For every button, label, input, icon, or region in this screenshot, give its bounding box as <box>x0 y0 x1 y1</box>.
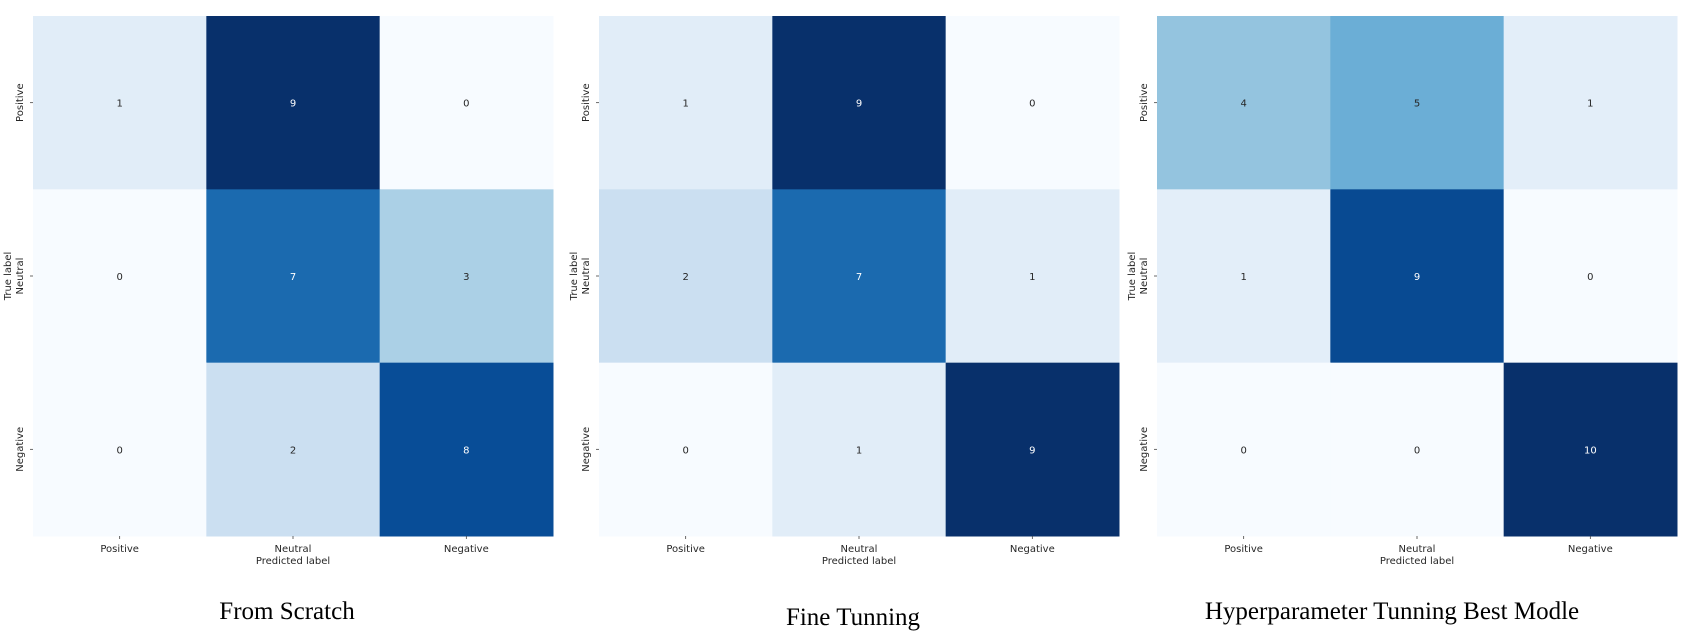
y-tick-label: Neutral <box>581 258 592 295</box>
caption-hyperparameter-tunning: Hyperparameter Tunning Best Modle <box>1204 598 1580 625</box>
y-tick-label: Positive <box>581 83 592 122</box>
heatmap-cell <box>1330 16 1505 190</box>
heatmap-cell <box>206 362 381 537</box>
cell-value-label: 7 <box>290 272 296 283</box>
cell-value-label: 1 <box>856 445 862 456</box>
x-axis-label: Predicted label <box>256 556 330 567</box>
x-axis-label: Predicted label <box>1380 556 1454 567</box>
heatmap-cell <box>33 189 207 364</box>
heatmap-cell <box>379 16 554 190</box>
heatmap-0: 1 9 0 0 7 3 0 2 8 Positive Neutral Negative Predicte… <box>3 16 554 567</box>
heatmap-cell <box>1503 16 1678 190</box>
heatmap-cell <box>1157 16 1331 190</box>
cell-value-label: 7 <box>856 272 862 283</box>
heatmap-cell <box>599 362 773 537</box>
cell-value-label: 1 <box>116 99 122 110</box>
heatmap-cell <box>1330 362 1505 537</box>
cell-value-label: 9 <box>1029 445 1035 456</box>
y-axis-label: True label <box>569 252 580 302</box>
y-tick-label: Neutral <box>15 258 26 295</box>
cell-value-label: 4 <box>1240 99 1246 110</box>
heatmap-cell <box>379 189 554 364</box>
cell-value-label: 0 <box>1240 445 1246 456</box>
heatmap-cell <box>945 16 1120 190</box>
x-tick-label: Positive <box>1224 544 1263 555</box>
cell-value-label: 10 <box>1584 445 1597 456</box>
heatmap-cell <box>945 362 1120 537</box>
cell-value-label: 0 <box>1587 272 1593 283</box>
x-tick-label: Negative <box>1568 544 1613 555</box>
y-axis-label: True label <box>1127 252 1138 302</box>
heatmap-1: 1 9 0 2 7 1 0 1 9 Positive Neutral Negative Predicte… <box>569 16 1120 567</box>
heatmap-cell <box>599 189 773 364</box>
heatmap-2: 4 5 1 1 9 0 0 0 10 Positive Neutral Negative Predict… <box>1127 16 1678 567</box>
y-tick-label: Negative <box>15 427 26 472</box>
x-axis-label: Predicted label <box>822 556 896 567</box>
cell-value-label: 0 <box>116 272 122 283</box>
heatmap-cell <box>1503 362 1678 537</box>
y-tick-label: Neutral <box>1139 258 1150 295</box>
caption-from-scratch: From Scratch <box>219 598 355 625</box>
heatmap-cell <box>772 16 947 190</box>
cell-value-label: 9 <box>856 99 862 110</box>
heatmap-cell <box>772 362 947 537</box>
cell-value-label: 2 <box>290 445 296 456</box>
y-tick-label: Negative <box>1139 427 1150 472</box>
cell-value-label: 0 <box>1029 99 1035 110</box>
cell-value-label: 0 <box>682 445 688 456</box>
cell-value-label: 9 <box>290 99 296 110</box>
cell-value-label: 1 <box>1029 272 1035 283</box>
heatmap-cell <box>206 16 381 190</box>
cell-value-label: 1 <box>1587 99 1593 110</box>
cell-value-label: 9 <box>1414 272 1420 283</box>
heatmap-cell <box>1503 189 1678 364</box>
y-tick-label: Positive <box>1139 83 1150 122</box>
heatmap-cell <box>945 189 1120 364</box>
heatmap-cell <box>1157 189 1331 364</box>
cell-value-label: 2 <box>682 272 688 283</box>
x-tick-label: Positive <box>100 544 139 555</box>
x-tick-label: Neutral <box>841 544 878 555</box>
cell-value-label: 1 <box>682 99 688 110</box>
heatmap-cell <box>772 189 947 364</box>
heatmap-cell <box>379 362 554 537</box>
x-tick-label: Neutral <box>1399 544 1436 555</box>
cell-value-label: 0 <box>1414 445 1420 456</box>
x-tick-label: Positive <box>666 544 705 555</box>
heatmap-cell <box>599 16 773 190</box>
cell-value-label: 0 <box>116 445 122 456</box>
cell-value-label: 0 <box>463 99 469 110</box>
y-tick-label: Positive <box>15 83 26 122</box>
heatmap-cell <box>1330 189 1505 364</box>
y-axis-label: True label <box>3 252 14 302</box>
x-tick-label: Negative <box>1010 544 1055 555</box>
y-tick-label: Negative <box>581 427 592 472</box>
x-tick-label: Negative <box>444 544 489 555</box>
heatmap-cell <box>33 362 207 537</box>
heatmap-cell <box>1157 362 1331 537</box>
heatmap-cell <box>33 16 207 190</box>
cell-value-label: 1 <box>1240 272 1246 283</box>
cell-value-label: 5 <box>1414 99 1420 110</box>
cell-value-label: 8 <box>463 445 469 456</box>
x-tick-label: Neutral <box>275 544 312 555</box>
caption-fine-tunning: Fine Tunning <box>785 604 921 631</box>
cell-value-label: 3 <box>463 272 469 283</box>
heatmap-cell <box>206 189 381 364</box>
